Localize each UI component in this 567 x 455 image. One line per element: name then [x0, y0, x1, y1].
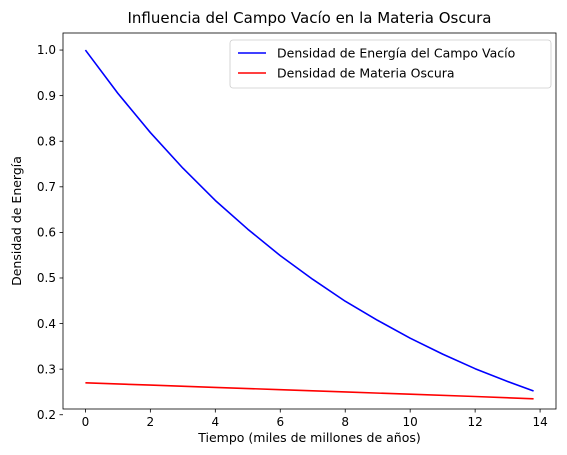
x-axis-ticks: 0 2 4 6 8 10 12 14	[82, 409, 548, 429]
y-tick-label: 0.7	[37, 180, 56, 194]
legend-box	[229, 39, 552, 89]
x-tick-label: 14	[532, 415, 547, 429]
x-axis-label: Tiempo (miles de millones de años)	[197, 430, 420, 445]
legend-label: Densidad de Materia Oscura	[277, 66, 455, 81]
legend-label: Densidad de Energía del Campo Vacío	[277, 46, 515, 61]
x-tick-label: 8	[341, 415, 349, 429]
series-line-2	[85, 382, 534, 400]
y-tick-label: 1.0	[37, 43, 56, 57]
y-tick-label: 0.6	[37, 226, 56, 240]
y-axis-ticks: 0.2 0.3 0.4 0.5 0.6 0.7 0.8 0.9 1.0	[37, 43, 63, 422]
y-tick-label: 0.5	[37, 271, 56, 285]
y-tick-label: 0.9	[37, 89, 56, 103]
chart-title: Influencia del Campo Vacío en la Materia…	[128, 9, 492, 27]
y-tick-label: 0.2	[37, 408, 56, 422]
x-tick-label: 6	[276, 415, 284, 429]
legend: Densidad de Energía del Campo Vacío Densi…	[229, 39, 552, 89]
x-tick-label: 12	[467, 415, 482, 429]
y-tick-label: 0.3	[37, 362, 56, 376]
x-tick-label: 10	[403, 415, 418, 429]
plot-lines	[84, 49, 534, 400]
x-tick-label: 2	[147, 415, 155, 429]
series-line-1	[84, 49, 534, 392]
x-tick-label: 4	[211, 415, 219, 429]
y-tick-label: 0.8	[37, 134, 56, 148]
x-tick-label: 0	[82, 415, 90, 429]
y-axis-label: Densidad de Energía	[9, 156, 24, 286]
y-tick-label: 0.4	[37, 317, 56, 331]
axes-frame	[62, 32, 557, 410]
